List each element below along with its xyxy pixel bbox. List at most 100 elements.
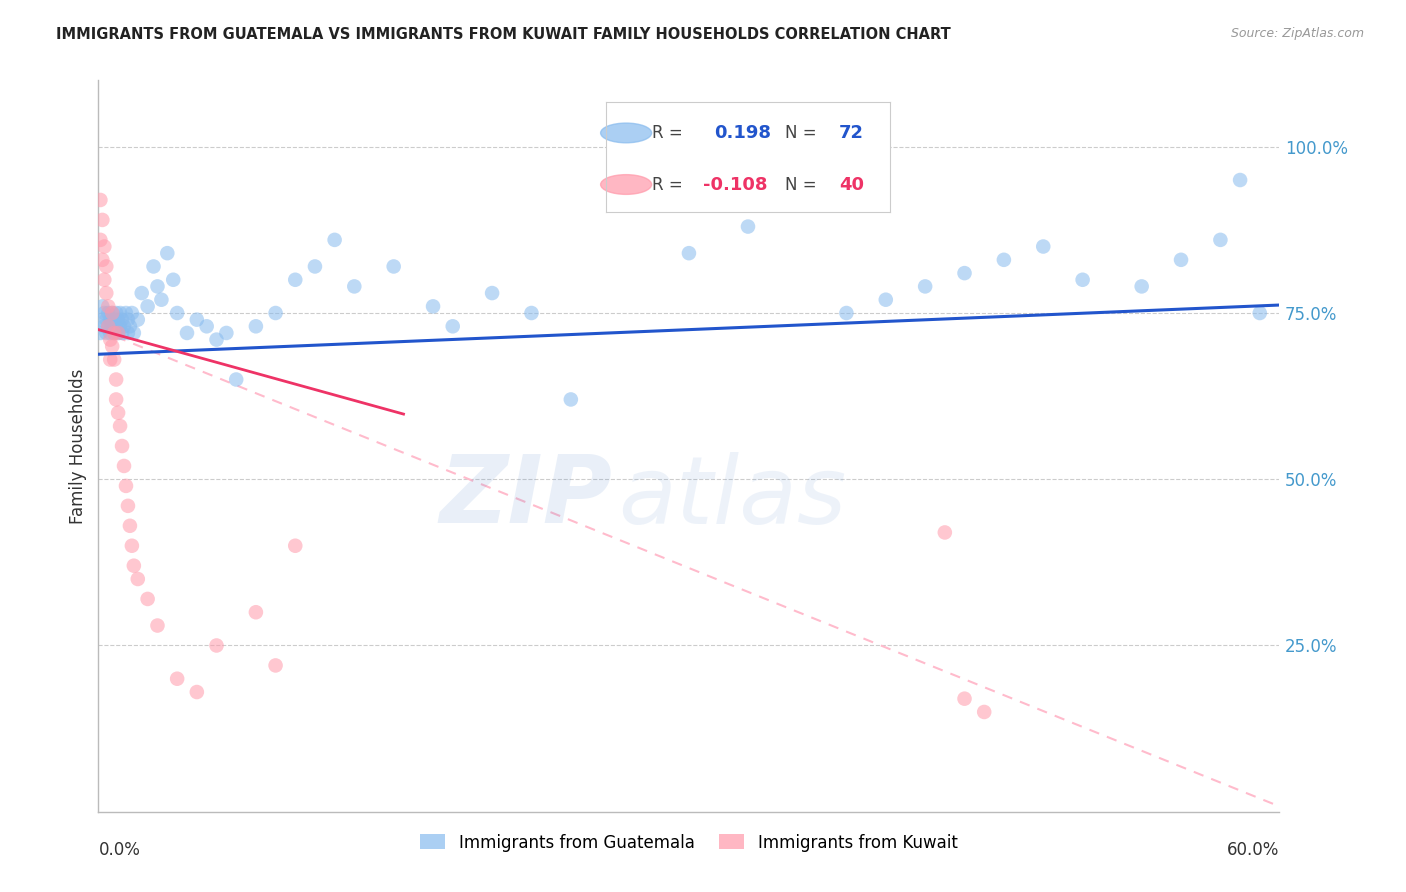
Point	[166, 306, 188, 320]
Point	[91, 312, 114, 326]
Text: 0.0%: 0.0%	[98, 841, 141, 859]
Point	[111, 312, 134, 326]
Point	[98, 312, 121, 326]
Point	[96, 326, 118, 340]
Y-axis label: Family Households: Family Households	[69, 368, 87, 524]
Point	[103, 326, 125, 340]
Point	[520, 306, 543, 320]
Point	[103, 352, 125, 367]
Point	[97, 306, 120, 320]
Point	[108, 319, 131, 334]
Point	[953, 691, 976, 706]
Point	[112, 319, 135, 334]
Point	[953, 266, 976, 280]
Point	[105, 392, 128, 407]
Point	[245, 605, 267, 619]
Point	[91, 252, 114, 267]
Point	[215, 326, 238, 340]
Point	[117, 499, 139, 513]
Text: ZIP: ZIP	[439, 451, 612, 543]
Point	[97, 299, 120, 313]
Point	[1071, 273, 1094, 287]
Text: 72: 72	[839, 124, 863, 142]
Text: 60.0%: 60.0%	[1227, 841, 1279, 859]
Point	[118, 518, 141, 533]
Point	[225, 372, 247, 386]
Point	[117, 312, 139, 326]
Text: 0.198: 0.198	[714, 124, 770, 142]
Point	[150, 293, 173, 307]
Point	[89, 193, 111, 207]
Point	[96, 286, 118, 301]
Point	[560, 392, 582, 407]
Point	[441, 319, 464, 334]
Point	[156, 246, 179, 260]
Circle shape	[600, 123, 651, 143]
Point	[934, 525, 956, 540]
Point	[96, 260, 118, 274]
Point	[89, 326, 111, 340]
Point	[993, 252, 1015, 267]
Point	[195, 319, 218, 334]
Point	[112, 458, 135, 473]
Point	[101, 306, 124, 320]
Point	[98, 352, 121, 367]
Point	[162, 273, 184, 287]
Text: atlas: atlas	[619, 451, 846, 542]
Point	[117, 326, 139, 340]
Point	[107, 312, 129, 326]
Point	[737, 219, 759, 234]
Point	[108, 306, 131, 320]
Point	[284, 273, 307, 287]
Point	[91, 213, 114, 227]
Point	[835, 306, 858, 320]
Point	[121, 539, 143, 553]
Point	[131, 286, 153, 301]
Text: R =: R =	[651, 176, 682, 194]
Legend: Immigrants from Guatemala, Immigrants from Kuwait: Immigrants from Guatemala, Immigrants fr…	[413, 827, 965, 858]
Point	[107, 326, 129, 340]
Point	[91, 299, 114, 313]
Point	[98, 326, 121, 340]
Point	[481, 286, 503, 301]
Point	[422, 299, 444, 313]
Point	[93, 239, 115, 253]
Point	[111, 326, 134, 340]
Text: 40: 40	[839, 176, 863, 194]
Point	[1229, 173, 1251, 187]
Text: N =: N =	[785, 124, 817, 142]
Point	[264, 306, 287, 320]
Point	[1209, 233, 1232, 247]
Point	[111, 439, 134, 453]
Text: Source: ZipAtlas.com: Source: ZipAtlas.com	[1230, 27, 1364, 40]
Point	[146, 618, 169, 632]
Point	[382, 260, 405, 274]
Point	[101, 306, 124, 320]
Point	[875, 293, 897, 307]
Point	[115, 479, 138, 493]
Point	[1249, 306, 1271, 320]
Point	[105, 372, 128, 386]
Point	[93, 319, 115, 334]
Point	[186, 312, 208, 326]
Point	[127, 312, 149, 326]
Point	[166, 672, 188, 686]
Point	[115, 306, 138, 320]
Point	[103, 312, 125, 326]
Point	[107, 406, 129, 420]
Point	[1032, 239, 1054, 253]
Point	[914, 279, 936, 293]
Point	[101, 339, 124, 353]
Point	[93, 273, 115, 287]
Point	[122, 558, 145, 573]
Point	[97, 319, 120, 334]
Point	[107, 326, 129, 340]
Point	[284, 539, 307, 553]
Point	[176, 326, 198, 340]
Text: -0.108: -0.108	[703, 176, 768, 194]
Text: N =: N =	[785, 176, 817, 194]
Point	[973, 705, 995, 719]
Point	[136, 591, 159, 606]
Point	[103, 326, 125, 340]
Text: R =: R =	[651, 124, 682, 142]
